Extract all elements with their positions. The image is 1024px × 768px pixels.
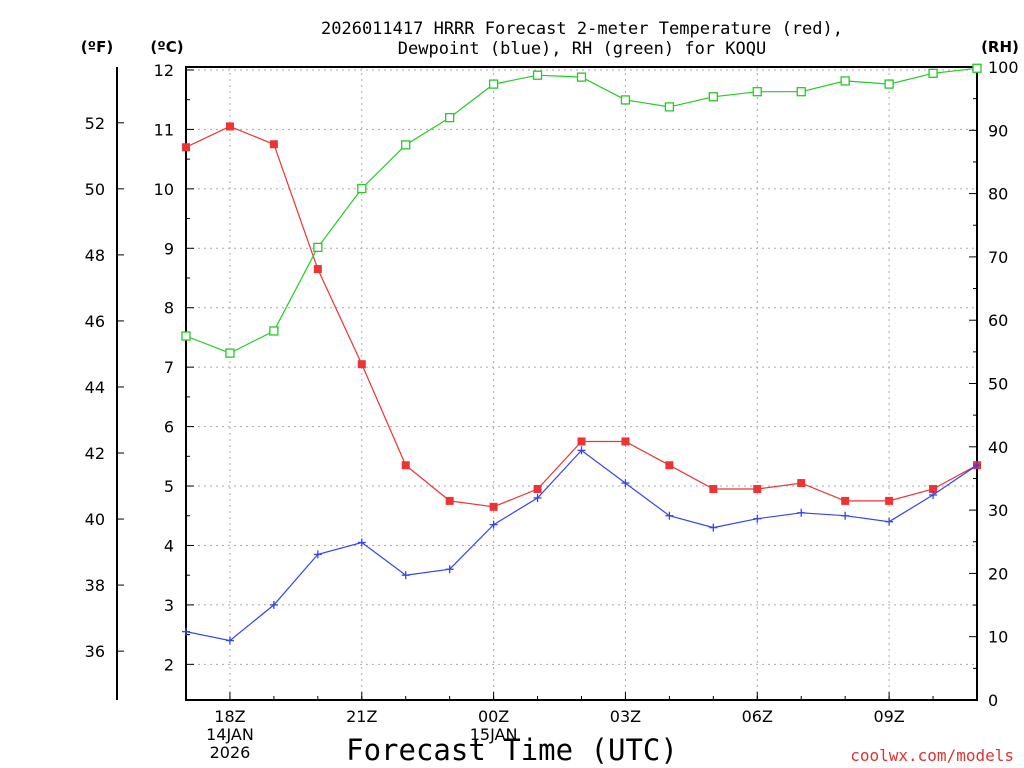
temperature-point <box>314 265 322 273</box>
celsius-tick-label: 6 <box>164 418 174 437</box>
celsius-tick-label: 5 <box>164 477 174 496</box>
celsius-tick-label: 7 <box>164 358 174 377</box>
rh-point <box>446 114 454 122</box>
temperature-point <box>578 437 586 445</box>
series-layer <box>182 64 981 644</box>
rh-point <box>841 77 849 85</box>
x-tick-label: 03Z <box>610 707 641 726</box>
chart-title-line1: 2026011417 HRRR Forecast 2-meter Tempera… <box>321 19 843 39</box>
rh-tick-label: 10 <box>988 628 1008 647</box>
fahrenheit-tick-label: 46 <box>85 312 105 331</box>
forecast-chart: 2026011417 HRRR Forecast 2-meter Tempera… <box>0 0 1024 768</box>
rh-point <box>665 103 673 111</box>
rh-tick-label: 30 <box>988 501 1008 520</box>
rh-point <box>929 69 937 77</box>
temperature-point <box>885 497 893 505</box>
fahrenheit-tick-label: 38 <box>85 576 105 595</box>
rh-tick-label: 80 <box>988 185 1008 204</box>
rh-tick-label: 40 <box>988 438 1008 457</box>
rh-point <box>578 73 586 81</box>
rh-line <box>186 68 977 353</box>
watermark: coolwx.com/models <box>850 746 1014 765</box>
rh-tick-label: 20 <box>988 564 1008 583</box>
temperature-point <box>182 143 190 151</box>
rh-point <box>226 349 234 357</box>
temperature-point <box>226 122 234 130</box>
temperature-point <box>270 140 278 148</box>
fahrenheit-tick-label: 48 <box>85 246 105 265</box>
rh-tick-label: 70 <box>988 248 1008 267</box>
rh-tick-label: 90 <box>988 121 1008 140</box>
rh-point <box>534 71 542 79</box>
rh-axis-label: (RH) <box>981 38 1019 56</box>
rh-point <box>358 185 366 193</box>
celsius-tick-label: 8 <box>164 299 174 318</box>
x-tick-label: 00Z <box>478 707 509 726</box>
celsius-tick-label: 10 <box>154 180 174 199</box>
rh-tick-label: 50 <box>988 375 1008 394</box>
x-tick-label: 18Z <box>214 707 245 726</box>
temperature-point <box>402 461 410 469</box>
temperature-point <box>665 461 673 469</box>
fahrenheit-axis-label: (ºF) <box>81 38 113 56</box>
fahrenheit-tick-label: 52 <box>85 114 105 133</box>
chart-titles: 2026011417 HRRR Forecast 2-meter Tempera… <box>81 19 1019 767</box>
chart-title-line2: Dewpoint (blue), RH (green) for KOQU <box>398 39 766 59</box>
rh-point <box>270 327 278 335</box>
rh-point <box>314 243 322 251</box>
celsius-tick-label: 3 <box>164 596 174 615</box>
rh-point <box>885 80 893 88</box>
temperature-point <box>490 503 498 511</box>
celsius-tick-label: 9 <box>164 239 174 258</box>
celsius-axis-label: (ºC) <box>150 38 183 56</box>
chart-root: 2026011417 HRRR Forecast 2-meter Tempera… <box>0 0 1024 768</box>
rh-point <box>709 93 717 101</box>
temperature-point <box>446 497 454 505</box>
celsius-tick-label: 2 <box>164 655 174 674</box>
celsius-tick-label: 4 <box>164 536 174 555</box>
rh-point <box>621 96 629 104</box>
celsius-tick-label: 11 <box>154 120 174 139</box>
temperature-point <box>621 437 629 445</box>
rh-point <box>973 64 981 72</box>
temperature-point <box>797 479 805 487</box>
rh-tick-label: 0 <box>988 691 998 710</box>
fahrenheit-tick-label: 42 <box>85 444 105 463</box>
x-tick-label: 06Z <box>742 707 773 726</box>
rh-point <box>753 88 761 96</box>
x-tick-label: 14JAN <box>206 725 254 744</box>
series-rh <box>182 64 981 357</box>
x-tick-label: 09Z <box>873 707 904 726</box>
temperature-point <box>534 485 542 493</box>
dewpoint-point <box>885 518 893 526</box>
dewpoint-point <box>797 509 805 517</box>
dewpoint-point <box>709 524 717 532</box>
rh-point <box>402 141 410 149</box>
fahrenheit-tick-label: 40 <box>85 510 105 529</box>
temperature-point <box>753 485 761 493</box>
grid-layer <box>186 67 977 700</box>
rh-point <box>182 332 190 340</box>
temperature-point <box>841 497 849 505</box>
rh-point <box>490 80 498 88</box>
celsius-tick-label: 12 <box>154 61 174 80</box>
fahrenheit-tick-label: 50 <box>85 180 105 199</box>
x-tick-label: 2026 <box>210 743 251 762</box>
tick-labels: 2 3 4 5 6 7 8 9 10 11 12 36 38 40 42 44 46 48 50 52 0 10 20 30 4… <box>85 58 1019 762</box>
x-tick-label: 21Z <box>346 707 377 726</box>
fahrenheit-tick-label: 44 <box>85 378 105 397</box>
temperature-point <box>709 485 717 493</box>
x-tick-label: 15JAN <box>470 725 518 744</box>
dewpoint-point <box>841 512 849 520</box>
rh-tick-label: 100 <box>988 58 1019 77</box>
fahrenheit-tick-label: 36 <box>85 642 105 661</box>
dewpoint-point <box>753 515 761 523</box>
rh-tick-label: 60 <box>988 311 1008 330</box>
temperature-point <box>358 360 366 368</box>
rh-point <box>797 88 805 96</box>
